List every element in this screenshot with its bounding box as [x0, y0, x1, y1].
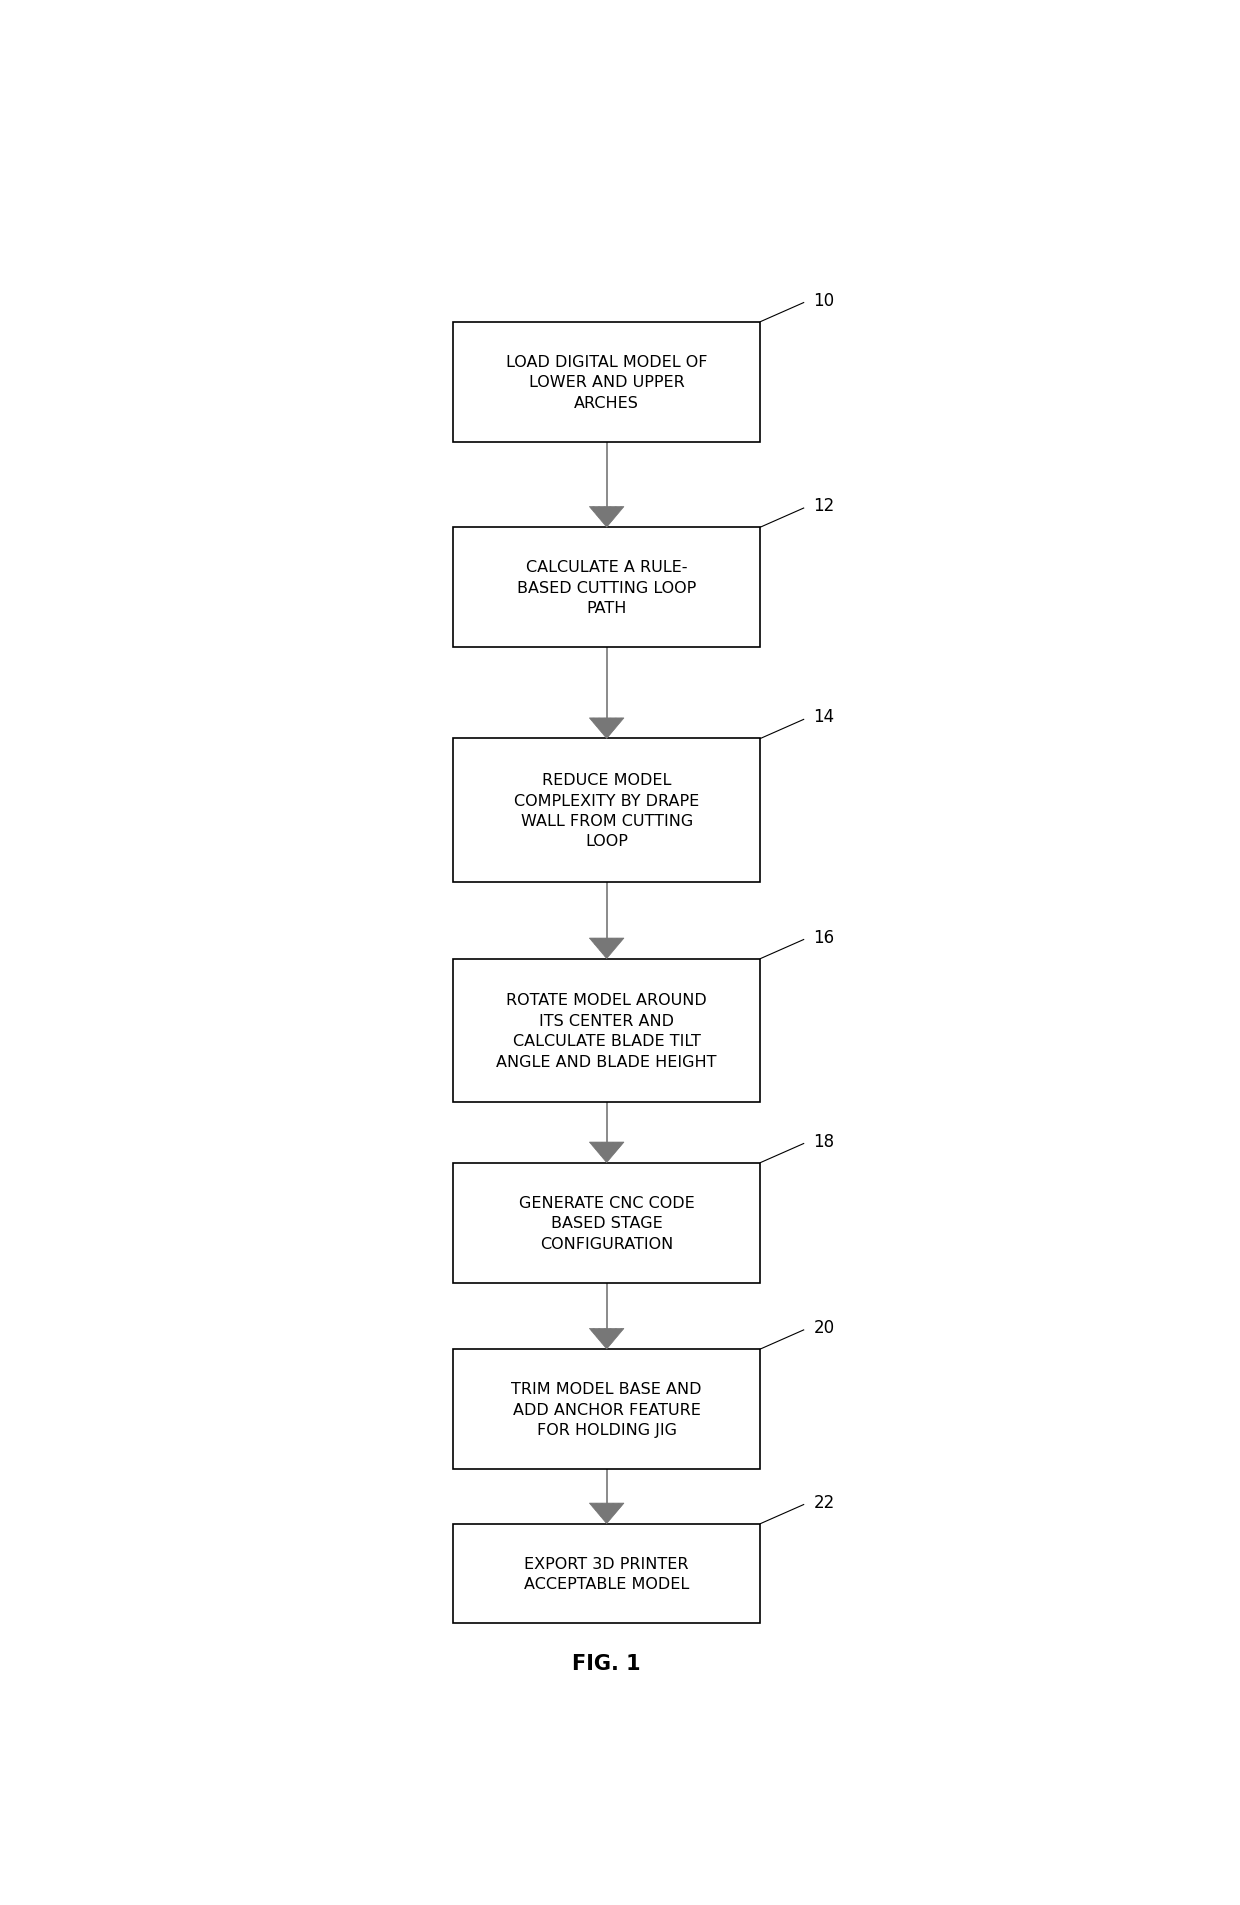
FancyBboxPatch shape: [453, 322, 760, 442]
Polygon shape: [589, 1143, 624, 1162]
Text: 22: 22: [813, 1494, 835, 1511]
Text: ROTATE MODEL AROUND
ITS CENTER AND
CALCULATE BLADE TILT
ANGLE AND BLADE HEIGHT: ROTATE MODEL AROUND ITS CENTER AND CALCU…: [496, 993, 717, 1069]
Text: 12: 12: [813, 497, 835, 514]
Text: 20: 20: [813, 1318, 835, 1335]
Text: GENERATE CNC CODE
BASED STAGE
CONFIGURATION: GENERATE CNC CODE BASED STAGE CONFIGURAT…: [518, 1194, 694, 1252]
Text: TRIM MODEL BASE AND
ADD ANCHOR FEATURE
FOR HOLDING JIG: TRIM MODEL BASE AND ADD ANCHOR FEATURE F…: [511, 1381, 702, 1436]
Text: REDUCE MODEL
COMPLEXITY BY DRAPE
WALL FROM CUTTING
LOOP: REDUCE MODEL COMPLEXITY BY DRAPE WALL FR…: [515, 773, 699, 850]
FancyBboxPatch shape: [453, 739, 760, 882]
FancyBboxPatch shape: [453, 958, 760, 1103]
FancyBboxPatch shape: [453, 1162, 760, 1284]
Text: EXPORT 3D PRINTER
ACCEPTABLE MODEL: EXPORT 3D PRINTER ACCEPTABLE MODEL: [525, 1556, 689, 1591]
Text: 14: 14: [813, 709, 835, 726]
FancyBboxPatch shape: [453, 1349, 760, 1469]
Text: CALCULATE A RULE-
BASED CUTTING LOOP
PATH: CALCULATE A RULE- BASED CUTTING LOOP PAT…: [517, 560, 697, 615]
Polygon shape: [589, 507, 624, 528]
Text: FIG. 1: FIG. 1: [573, 1654, 641, 1673]
Text: LOAD DIGITAL MODEL OF
LOWER AND UPPER
ARCHES: LOAD DIGITAL MODEL OF LOWER AND UPPER AR…: [506, 354, 707, 410]
Text: 10: 10: [813, 291, 835, 309]
Text: 16: 16: [813, 928, 835, 947]
Text: 18: 18: [813, 1132, 835, 1151]
Polygon shape: [589, 718, 624, 739]
Polygon shape: [589, 939, 624, 958]
FancyBboxPatch shape: [453, 528, 760, 648]
Polygon shape: [589, 1503, 624, 1524]
Polygon shape: [589, 1330, 624, 1349]
FancyBboxPatch shape: [453, 1524, 760, 1623]
